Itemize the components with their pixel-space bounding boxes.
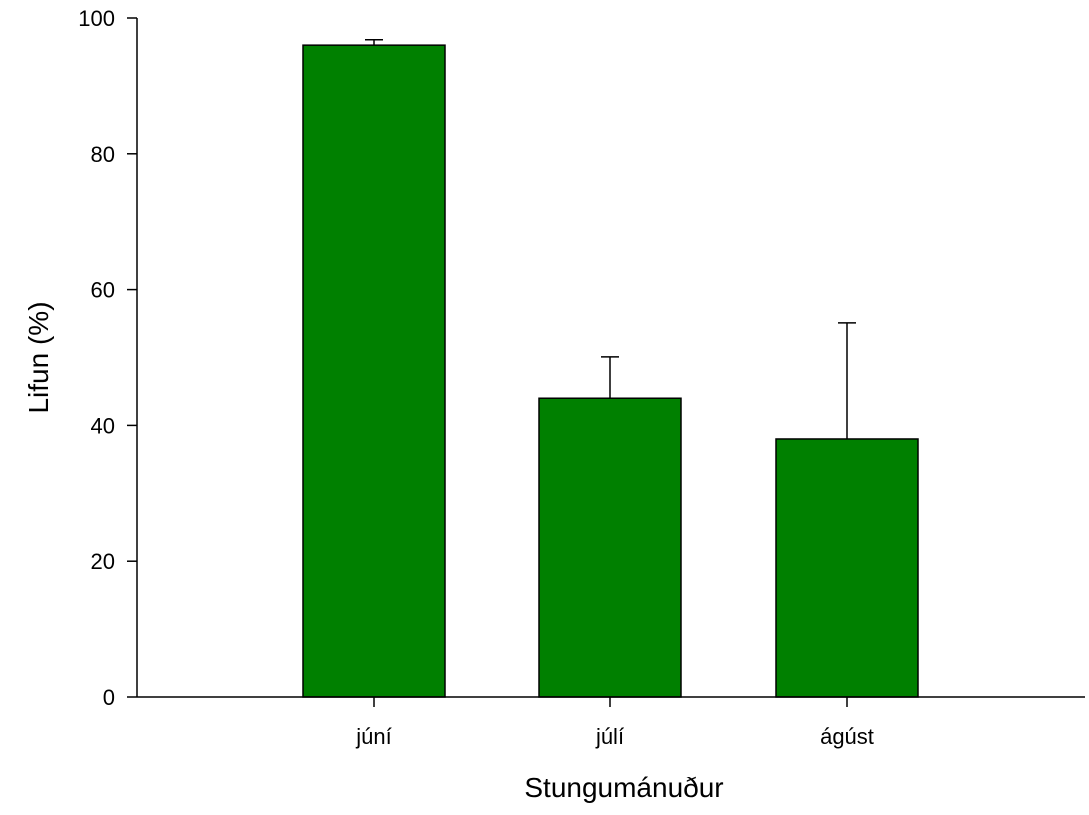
x-axis-ticks: júní júlí ágúst (355, 697, 874, 749)
bar-2 (775, 438, 919, 698)
x-tick-label: júní (355, 724, 391, 749)
bar-1 (538, 397, 682, 698)
bars (302, 44, 919, 698)
y-tick-label: 80 (91, 142, 115, 167)
x-tick-label: ágúst (820, 724, 874, 749)
y-axis-ticks: 0 20 40 60 80 100 (78, 6, 137, 710)
y-tick-label: 100 (78, 6, 115, 31)
y-tick-label: 0 (103, 685, 115, 710)
y-tick-label: 60 (91, 278, 115, 303)
y-axis-title: Lifun (%) (23, 301, 54, 413)
error-bars (365, 38, 856, 439)
x-axis-title: Stungumánuður (524, 772, 723, 803)
x-tick-label: júlí (595, 724, 624, 749)
y-tick-label: 20 (91, 549, 115, 574)
y-tick-label: 40 (91, 413, 115, 438)
bar-0 (302, 44, 446, 698)
